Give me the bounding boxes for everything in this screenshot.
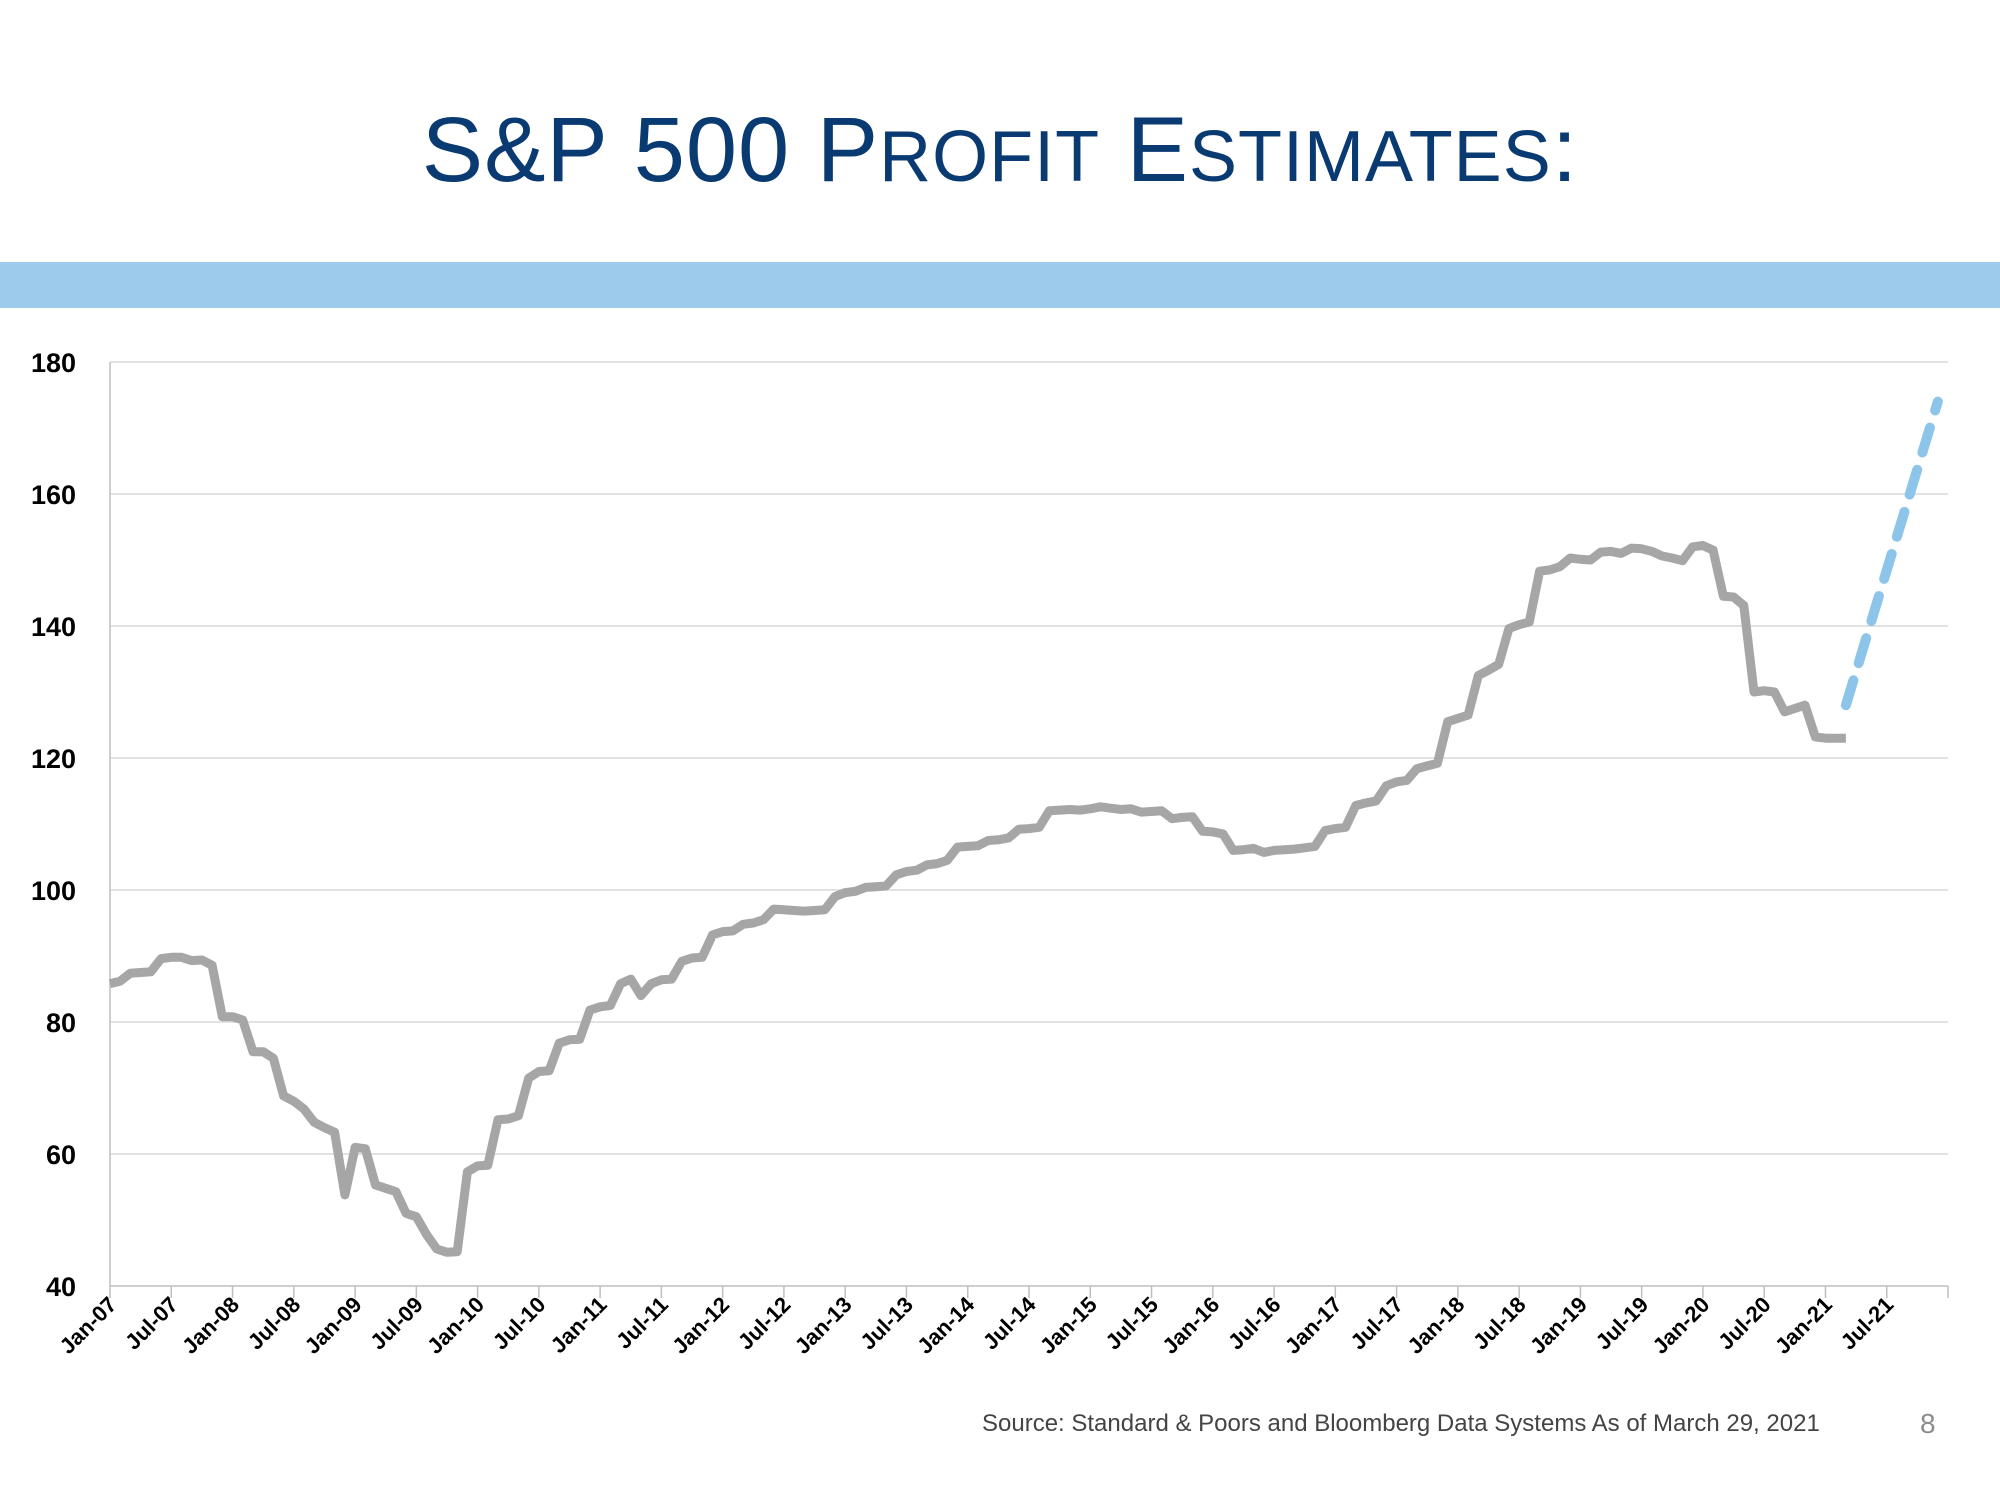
page-number: 8 — [1920, 1408, 1936, 1439]
title-part: : — [1551, 99, 1579, 201]
x-tick-label: Jan-13 — [790, 1292, 857, 1359]
x-tick-label: Jul-17 — [1345, 1292, 1408, 1355]
x-tick-label: Jul-15 — [1100, 1292, 1163, 1355]
axes — [109, 362, 1949, 1298]
x-tick-label: Jan-21 — [1770, 1292, 1837, 1359]
x-tick-label: Jul-09 — [365, 1292, 428, 1355]
x-tick-label: Jan-09 — [300, 1292, 367, 1359]
y-tick-label: 40 — [46, 1272, 76, 1302]
title-part-small: STIMATES — [1189, 117, 1552, 197]
actual-series-line — [108, 541, 1846, 1257]
series — [108, 396, 1943, 1257]
header-band — [0, 262, 2000, 308]
title-part: S&P 500 P — [421, 99, 880, 201]
x-tick-label: Jul-18 — [1468, 1292, 1531, 1355]
y-tick-label: 160 — [31, 480, 76, 510]
title-part: E — [1100, 99, 1190, 201]
y-tick-labels: 40 60 80 100 120 140 160 180 — [31, 348, 76, 1302]
x-tick-label: Jul-19 — [1591, 1292, 1654, 1355]
y-tick-label: 120 — [31, 744, 76, 774]
x-tick-label: Jul-12 — [733, 1292, 796, 1355]
x-tick-label: Jan-19 — [1525, 1292, 1592, 1359]
x-tick-label: Jul-20 — [1713, 1292, 1776, 1355]
x-tick-label: Jul-10 — [488, 1292, 551, 1355]
title-part-small: ROFIT — [879, 117, 1101, 197]
profit-estimates-chart: 40 60 80 100 120 140 160 180 Jan-07Jul-07Jan-08… — [31, 348, 1949, 1359]
x-tick-label: Jul-21 — [1836, 1292, 1899, 1355]
y-tick-label: 180 — [31, 348, 76, 378]
source-note: Source: Standard & Poors and Bloomberg D… — [982, 1410, 1820, 1437]
y-tick-label: 80 — [46, 1008, 76, 1038]
x-tick-label: Jan-08 — [177, 1292, 244, 1359]
slide-title: S&P 500 PROFIT ESTIMATES: — [0, 98, 2000, 203]
x-tick-label: Jan-20 — [1647, 1292, 1714, 1359]
x-tick-label: Jan-10 — [422, 1292, 489, 1359]
y-tick-label: 60 — [46, 1140, 76, 1170]
x-tick-label: Jan-11 — [546, 1292, 612, 1358]
x-tick-label: Jul-11 — [611, 1292, 673, 1354]
x-tick-label: Jul-07 — [120, 1292, 183, 1355]
x-tick-labels: Jan-07Jul-07Jan-08Jul-08Jan-09Jul-09Jan-… — [55, 1291, 1899, 1359]
x-tick-label: Jan-18 — [1402, 1292, 1469, 1359]
x-tick-label: Jan-14 — [912, 1291, 980, 1359]
x-tick-label: Jul-14 — [978, 1291, 1041, 1354]
x-tick-label: Jul-08 — [243, 1292, 306, 1355]
x-tick-label: Jul-13 — [855, 1292, 918, 1355]
y-tick-label: 140 — [31, 612, 76, 642]
x-tick-label: Jul-16 — [1223, 1292, 1286, 1355]
x-tick-label: Jan-12 — [667, 1292, 734, 1359]
x-tick-label: Jan-15 — [1035, 1292, 1102, 1359]
gridlines — [110, 361, 1948, 1155]
y-tick-label: 100 — [31, 876, 76, 906]
x-tick-label: Jan-17 — [1280, 1292, 1347, 1359]
estimate-series-line — [1840, 396, 1943, 711]
x-tick-label: Jan-16 — [1157, 1292, 1224, 1359]
